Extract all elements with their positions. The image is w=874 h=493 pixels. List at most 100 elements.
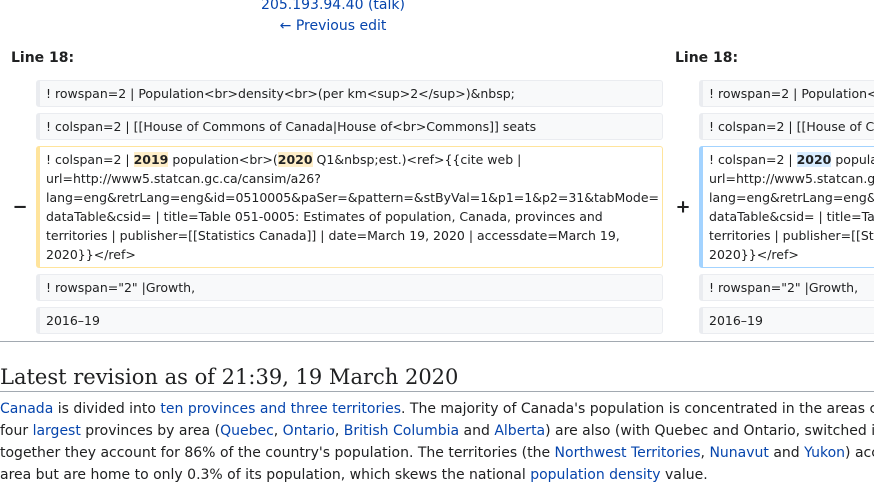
talk-link[interactable]: (talk) — [367, 0, 405, 13]
code-line: 2016–19 — [46, 311, 656, 330]
context-line: ! rowspan=2 | Population<br>density<br>(… — [36, 80, 663, 107]
code-text: lang=eng&retrLang=eng&id=0510005&paSer=&… — [46, 190, 660, 205]
text: . The majority of Canada's population is… — [401, 401, 874, 417]
previous-edit-link[interactable]: ← Previous edit — [279, 18, 387, 34]
code-line: 2020}}</ref> — [709, 245, 874, 264]
code-text: ! colspan=2 | [[House of Commons of Cana… — [46, 119, 537, 134]
link[interactable]: Nunavut — [709, 445, 769, 461]
link[interactable]: Quebec — [220, 423, 274, 439]
line-number: Line 18: — [675, 50, 739, 66]
code-line: territories | publisher=[[Statistics Can… — [46, 226, 656, 245]
text: together they account for 86% of the cou… — [0, 445, 555, 461]
diff-marker: + — [675, 196, 691, 218]
code-line: ! rowspan="2" |Growth, — [709, 278, 874, 297]
link[interactable]: Ontario — [282, 423, 335, 439]
diff-right: ! rowspan=2 | Population< ! colspan=2 | [… — [675, 80, 874, 334]
text: ) are also (with Quebec and Ontario, swi… — [545, 423, 874, 439]
text: area but are home to only 0.3% of its po… — [0, 467, 531, 483]
text-line: together they account for 86% of the cou… — [0, 442, 874, 464]
diff-left: ! rowspan=2 | Population<br>density<br>(… — [12, 80, 663, 334]
text: four — [0, 423, 33, 439]
text: provinces by area ( — [80, 423, 221, 439]
context-line: ! rowspan="2" |Growth, — [699, 274, 874, 301]
divider — [0, 341, 874, 342]
code-line: ! rowspan="2" |Growth, — [46, 278, 656, 297]
link[interactable]: ten provinces and three territories — [160, 401, 401, 417]
code-line: ! colspan=2 | 2019 population<br>(2020 Q… — [46, 150, 656, 169]
code-text: ! rowspan=2 | Population< — [709, 86, 874, 101]
code-text: ! rowspan="2" |Growth, — [709, 280, 859, 295]
text-line: four largest provinces by area (Quebec, … — [0, 420, 874, 442]
changed-text: 2019 — [133, 152, 169, 167]
changed-line: − ! colspan=2 | 2019 population<br>(2020 … — [12, 146, 663, 268]
code-text: dataTable&csid= | title=Ta — [709, 209, 874, 224]
code-text: Q1&nbsp;est.)<ref>{{cite web | — [312, 152, 522, 167]
code-line: territories | publisher=[[St — [709, 226, 874, 245]
code-line: ! rowspan=2 | Population< — [709, 84, 874, 103]
link[interactable]: Canada — [0, 401, 54, 417]
code-text: 2016–19 — [46, 313, 100, 328]
code-line: 2016–19 — [709, 311, 874, 330]
context-line: ! rowspan="2" |Growth, — [36, 274, 663, 301]
text: is divided into — [53, 401, 161, 417]
changed-text: 2020 — [796, 152, 832, 167]
code-text: 2020}}</ref> — [709, 247, 799, 262]
line-number: Line 18: — [11, 50, 75, 66]
code-text: territories | publisher=[[Statistics Can… — [46, 228, 620, 243]
code-line: 2020}}</ref> — [46, 245, 656, 264]
code-line: ! colspan=2 | [[House of Commons of Cana… — [46, 117, 656, 136]
code-text: ! colspan=2 | [[House of C — [709, 119, 874, 134]
code-text: 2016–19 — [709, 313, 763, 328]
section-heading: Latest revision as of 21:39, 19 March 20… — [0, 363, 874, 392]
text: and — [768, 445, 805, 461]
code-text: ! rowspan="2" |Growth, — [46, 280, 196, 295]
changed-line: + ! colspan=2 | 2020 popula url=http://www… — [675, 146, 874, 268]
text: , — [273, 423, 283, 439]
context-line: 2016–19 — [36, 307, 663, 334]
code-line: ! colspan=2 | 2020 popula — [709, 150, 874, 169]
link[interactable]: population density — [530, 467, 661, 483]
text: , — [700, 445, 710, 461]
code-line: ! rowspan=2 | Population<br>density<br>(… — [46, 84, 656, 103]
code-text: territories | publisher=[[St — [709, 228, 874, 243]
code-line: url=http://www5.statcan.gc — [709, 169, 874, 188]
link[interactable]: Northwest Territories — [554, 445, 701, 461]
code-text: 2020}}</ref> — [46, 247, 136, 262]
code-line: dataTable&csid= | title=Ta — [709, 207, 874, 226]
code-text: url=http://www5.statcan.gc.ca/cansim/a26… — [46, 171, 321, 186]
changed-text: 2020 — [277, 152, 313, 167]
code-line: url=http://www5.statcan.gc.ca/cansim/a26… — [46, 169, 656, 188]
link[interactable]: Yukon — [804, 445, 846, 461]
code-text: population<br>( — [168, 152, 278, 167]
context-line: ! rowspan=2 | Population< — [699, 80, 874, 107]
text: value. — [660, 467, 708, 483]
code-text: lang=eng&retrLang=eng& — [709, 190, 874, 205]
link[interactable]: largest — [32, 423, 81, 439]
code-text: ! rowspan=2 | Population<br>density<br>(… — [46, 86, 515, 101]
context-line: ! colspan=2 | [[House of C — [699, 113, 874, 140]
code-line: dataTable&csid= | title=Table 051-0005: … — [46, 207, 656, 226]
paragraph: Canada is divided into ten provinces and… — [0, 398, 874, 486]
code-line: lang=eng&retrLang=eng& — [709, 188, 874, 207]
context-line: 2016–19 — [699, 307, 874, 334]
code-line: lang=eng&retrLang=eng&id=0510005&paSer=&… — [46, 188, 660, 207]
context-line: ! colspan=2 | [[House of Commons of Cana… — [36, 113, 663, 140]
code-text: url=http://www5.statcan.gc — [709, 171, 874, 186]
text-line: area but are home to only 0.3% of its po… — [0, 464, 874, 486]
revision-user: 205.193.94.40 (talk) — [0, 0, 666, 15]
code-text: ! colspan=2 | — [709, 152, 797, 167]
code-line: ! colspan=2 | [[House of C — [709, 117, 874, 136]
text: ) accou — [845, 445, 874, 461]
code-text: dataTable&csid= | title=Table 051-0005: … — [46, 209, 603, 224]
text: and — [459, 423, 495, 439]
code-text: popula — [831, 152, 874, 167]
diff-marker: − — [12, 196, 28, 218]
previous-edit: ← Previous edit — [0, 16, 666, 36]
text: , — [334, 423, 344, 439]
link[interactable]: Alberta — [494, 423, 546, 439]
user-link[interactable]: 205.193.94.40 — [261, 0, 364, 13]
code-text: ! colspan=2 | — [46, 152, 134, 167]
text-line: Canada is divided into ten provinces and… — [0, 398, 874, 420]
link[interactable]: British Columbia — [343, 423, 460, 439]
